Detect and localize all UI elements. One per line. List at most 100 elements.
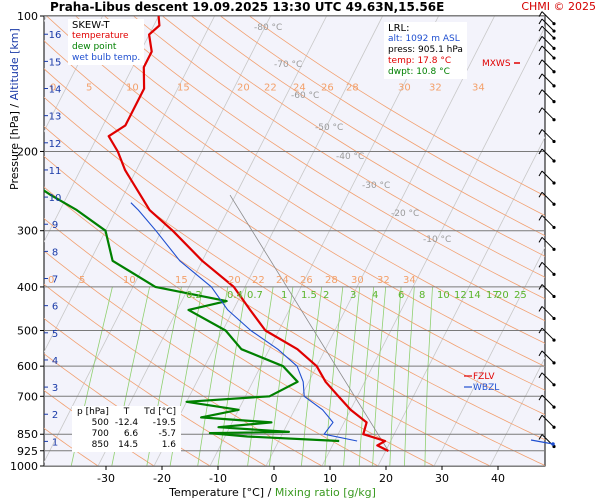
isotherm-line — [433, 246, 545, 466]
wind-barb-feather — [538, 327, 543, 334]
wind-barb-feather — [538, 89, 543, 95]
wind-barb-feather — [538, 129, 543, 135]
dry-adiabat-label-upper: 34 — [472, 83, 485, 94]
dry-adiabat-label-upper: 32 — [429, 83, 442, 94]
altitude-label: 1 — [52, 437, 58, 448]
isotherm-line — [377, 136, 545, 466]
wind-barb-staff — [541, 261, 555, 275]
dry-adiabat-line — [44, 40, 545, 367]
dry-adiabat-label: 15 — [175, 275, 188, 286]
wind-barb-dot — [552, 272, 556, 276]
isotherm-line — [44, 16, 271, 463]
mixing-ratio-label: 25 — [514, 290, 527, 301]
dry-adiabat-label: 0 — [48, 275, 54, 286]
wind-barb-staff — [541, 11, 555, 25]
surface-wind-dot — [551, 442, 555, 446]
y-axis-label: Pressure [hPa] / Altitude [km] — [8, 28, 21, 190]
mixing-ratio-label: 4 — [372, 290, 378, 301]
wind-barb-feather — [538, 59, 543, 65]
dry-adiabat-label-upper: 10 — [126, 83, 139, 94]
wind-barb-staff — [541, 414, 555, 428]
mixing-ratio-label: 1 — [281, 290, 287, 301]
y-tick-label: 850 — [17, 428, 38, 441]
mxws-label: MXWS — [482, 59, 511, 69]
wind-barb-dot — [552, 100, 556, 104]
wind-barb — [538, 73, 556, 88]
dry-adiabat-line — [162, 16, 545, 257]
mixing-ratio-line — [324, 286, 344, 466]
isotherm-label: -50 °C — [315, 123, 343, 133]
altitude-label: 8 — [52, 247, 58, 258]
wind-barb — [538, 261, 556, 276]
altitude-label: 12 — [49, 139, 62, 150]
wind-barb-dot — [552, 316, 556, 321]
x-tick-label: 0 — [271, 472, 278, 485]
y-tick-label: 925 — [17, 445, 38, 458]
levels-row: 500 -12.4 -19.5 — [74, 418, 179, 429]
dry-adiabat-label-upper: 30 — [398, 83, 411, 94]
wind-barb — [538, 306, 556, 321]
wind-barb-staff — [541, 350, 555, 364]
surface-wind-vector — [530, 439, 554, 445]
wind-barb-feather — [538, 237, 543, 243]
isotherm-line — [44, 16, 215, 353]
wind-barb-dot — [552, 225, 556, 230]
wind-barb-staff — [541, 148, 555, 162]
y-tick-label: 700 — [17, 390, 38, 403]
levels-cell: 1.6 — [161, 440, 177, 450]
mixing-ratio-label: 20 — [496, 290, 509, 301]
levels-cell: -19.5 — [152, 418, 177, 428]
wind-barb — [538, 191, 556, 206]
wind-barb-staff — [541, 45, 555, 59]
dry-adiabat-label: 24 — [276, 275, 289, 286]
wind-barb-dot — [552, 70, 556, 74]
x-tick-label: 30 — [435, 472, 449, 485]
fzlv-label: FZLV — [473, 372, 495, 382]
wind-barb-feather — [538, 36, 543, 42]
wind-barb-feather — [538, 11, 543, 17]
wind-barb — [538, 236, 556, 251]
legend-temperature: temperature — [72, 31, 129, 41]
wind-barb-feather — [538, 284, 543, 290]
wind-barb — [538, 45, 556, 60]
dry-adiabat-label: 5 — [79, 275, 85, 286]
altitude-label: 5 — [52, 329, 58, 340]
wind-barb-dot — [552, 159, 556, 163]
dry-adiabat-line — [104, 16, 545, 300]
isotherm-line — [489, 356, 545, 466]
lrl-temp: temp: 17.8 °C — [388, 56, 452, 66]
lrl-title: LRL: — [388, 23, 410, 34]
dry-adiabat-line — [44, 68, 545, 391]
mixing-ratio-line — [217, 286, 247, 466]
altitude-label: 14 — [49, 85, 62, 96]
wind-barb-feather — [538, 107, 543, 113]
series-line-0 — [107, 16, 389, 452]
y-tick-label: 100 — [17, 10, 38, 23]
x-axis-label-temp: Temperature [°C] — [169, 486, 265, 499]
isotherm-line — [153, 16, 383, 466]
wind-barb-dot — [552, 36, 556, 40]
dry-adiabat-line — [249, 16, 545, 197]
dry-adiabat-label-upper: 5 — [86, 83, 92, 94]
mixing-ratio-label: 10 — [437, 290, 450, 301]
legend-dewpoint: dew point — [72, 42, 117, 52]
reference-line — [229, 194, 389, 452]
mixing-ratio-label: 2 — [323, 290, 329, 301]
wind-barb-feather — [538, 191, 543, 198]
dry-adiabat-label-upper: 20 — [237, 83, 250, 94]
wind-barb-staff — [541, 170, 555, 184]
levels-cell: -5.7 — [158, 429, 177, 439]
y-tick-label: 400 — [17, 281, 38, 294]
altitude-label: 4 — [52, 356, 58, 367]
wind-barb — [538, 35, 556, 50]
wind-barb — [538, 148, 556, 163]
wind-barb-dot — [552, 84, 556, 88]
wind-barb-dot — [552, 294, 556, 299]
mixing-ratio-label: 14 — [468, 290, 481, 301]
wind-barb — [538, 372, 556, 387]
mixing-ratio-line — [197, 286, 229, 466]
isotherm-line — [44, 16, 103, 133]
y-axis-label-sep: / — [8, 103, 21, 108]
altitude-label: 11 — [49, 166, 62, 177]
